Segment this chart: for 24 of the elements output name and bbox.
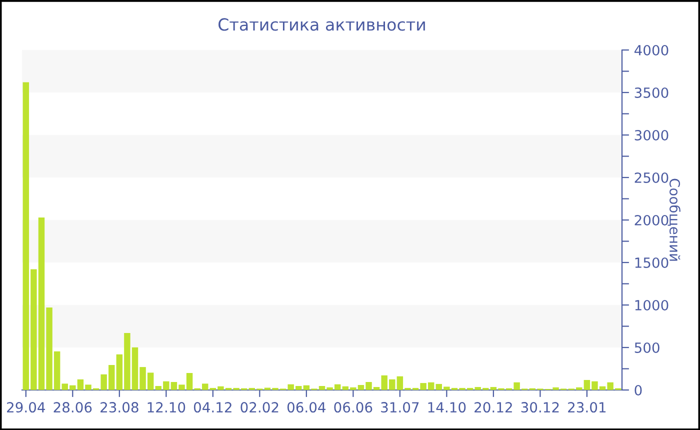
y-tick-label: 2500	[634, 172, 668, 183]
x-tick-label: 23.01	[568, 402, 606, 413]
x-tick-label: 28.06	[54, 402, 92, 413]
x-tick-label: 06.06	[334, 402, 372, 413]
x-tick-label: 30.12	[521, 402, 559, 413]
x-tick-label: 06.04	[287, 402, 326, 413]
x-tick-label: 12.10	[148, 402, 186, 413]
x-tick-label: 23.08	[100, 402, 138, 413]
x-tick-label: 04.12	[194, 402, 232, 413]
y-tick-label: 1500	[635, 257, 668, 268]
x-tick-label: 29.04	[7, 402, 45, 413]
x-tick-label: 14.10	[428, 402, 466, 413]
x-tick-label: 20.12	[474, 402, 512, 413]
x-tick-label: 31.07	[381, 402, 419, 413]
x-tick-label: 02.02	[240, 402, 278, 413]
y-tick-label: 1000	[635, 300, 668, 310]
y-tick-label: 500	[634, 342, 660, 353]
y-tick-label: 4000	[634, 44, 668, 56]
y-axis-title: Сообщений	[668, 178, 680, 261]
y-tick-label: 3000	[634, 130, 668, 140]
y-tick-label: 2000	[634, 214, 668, 226]
y-tick-label: 0	[634, 384, 642, 396]
y-tick-label: 3500	[634, 87, 668, 98]
chart-title: Статистика активности	[218, 18, 425, 31]
